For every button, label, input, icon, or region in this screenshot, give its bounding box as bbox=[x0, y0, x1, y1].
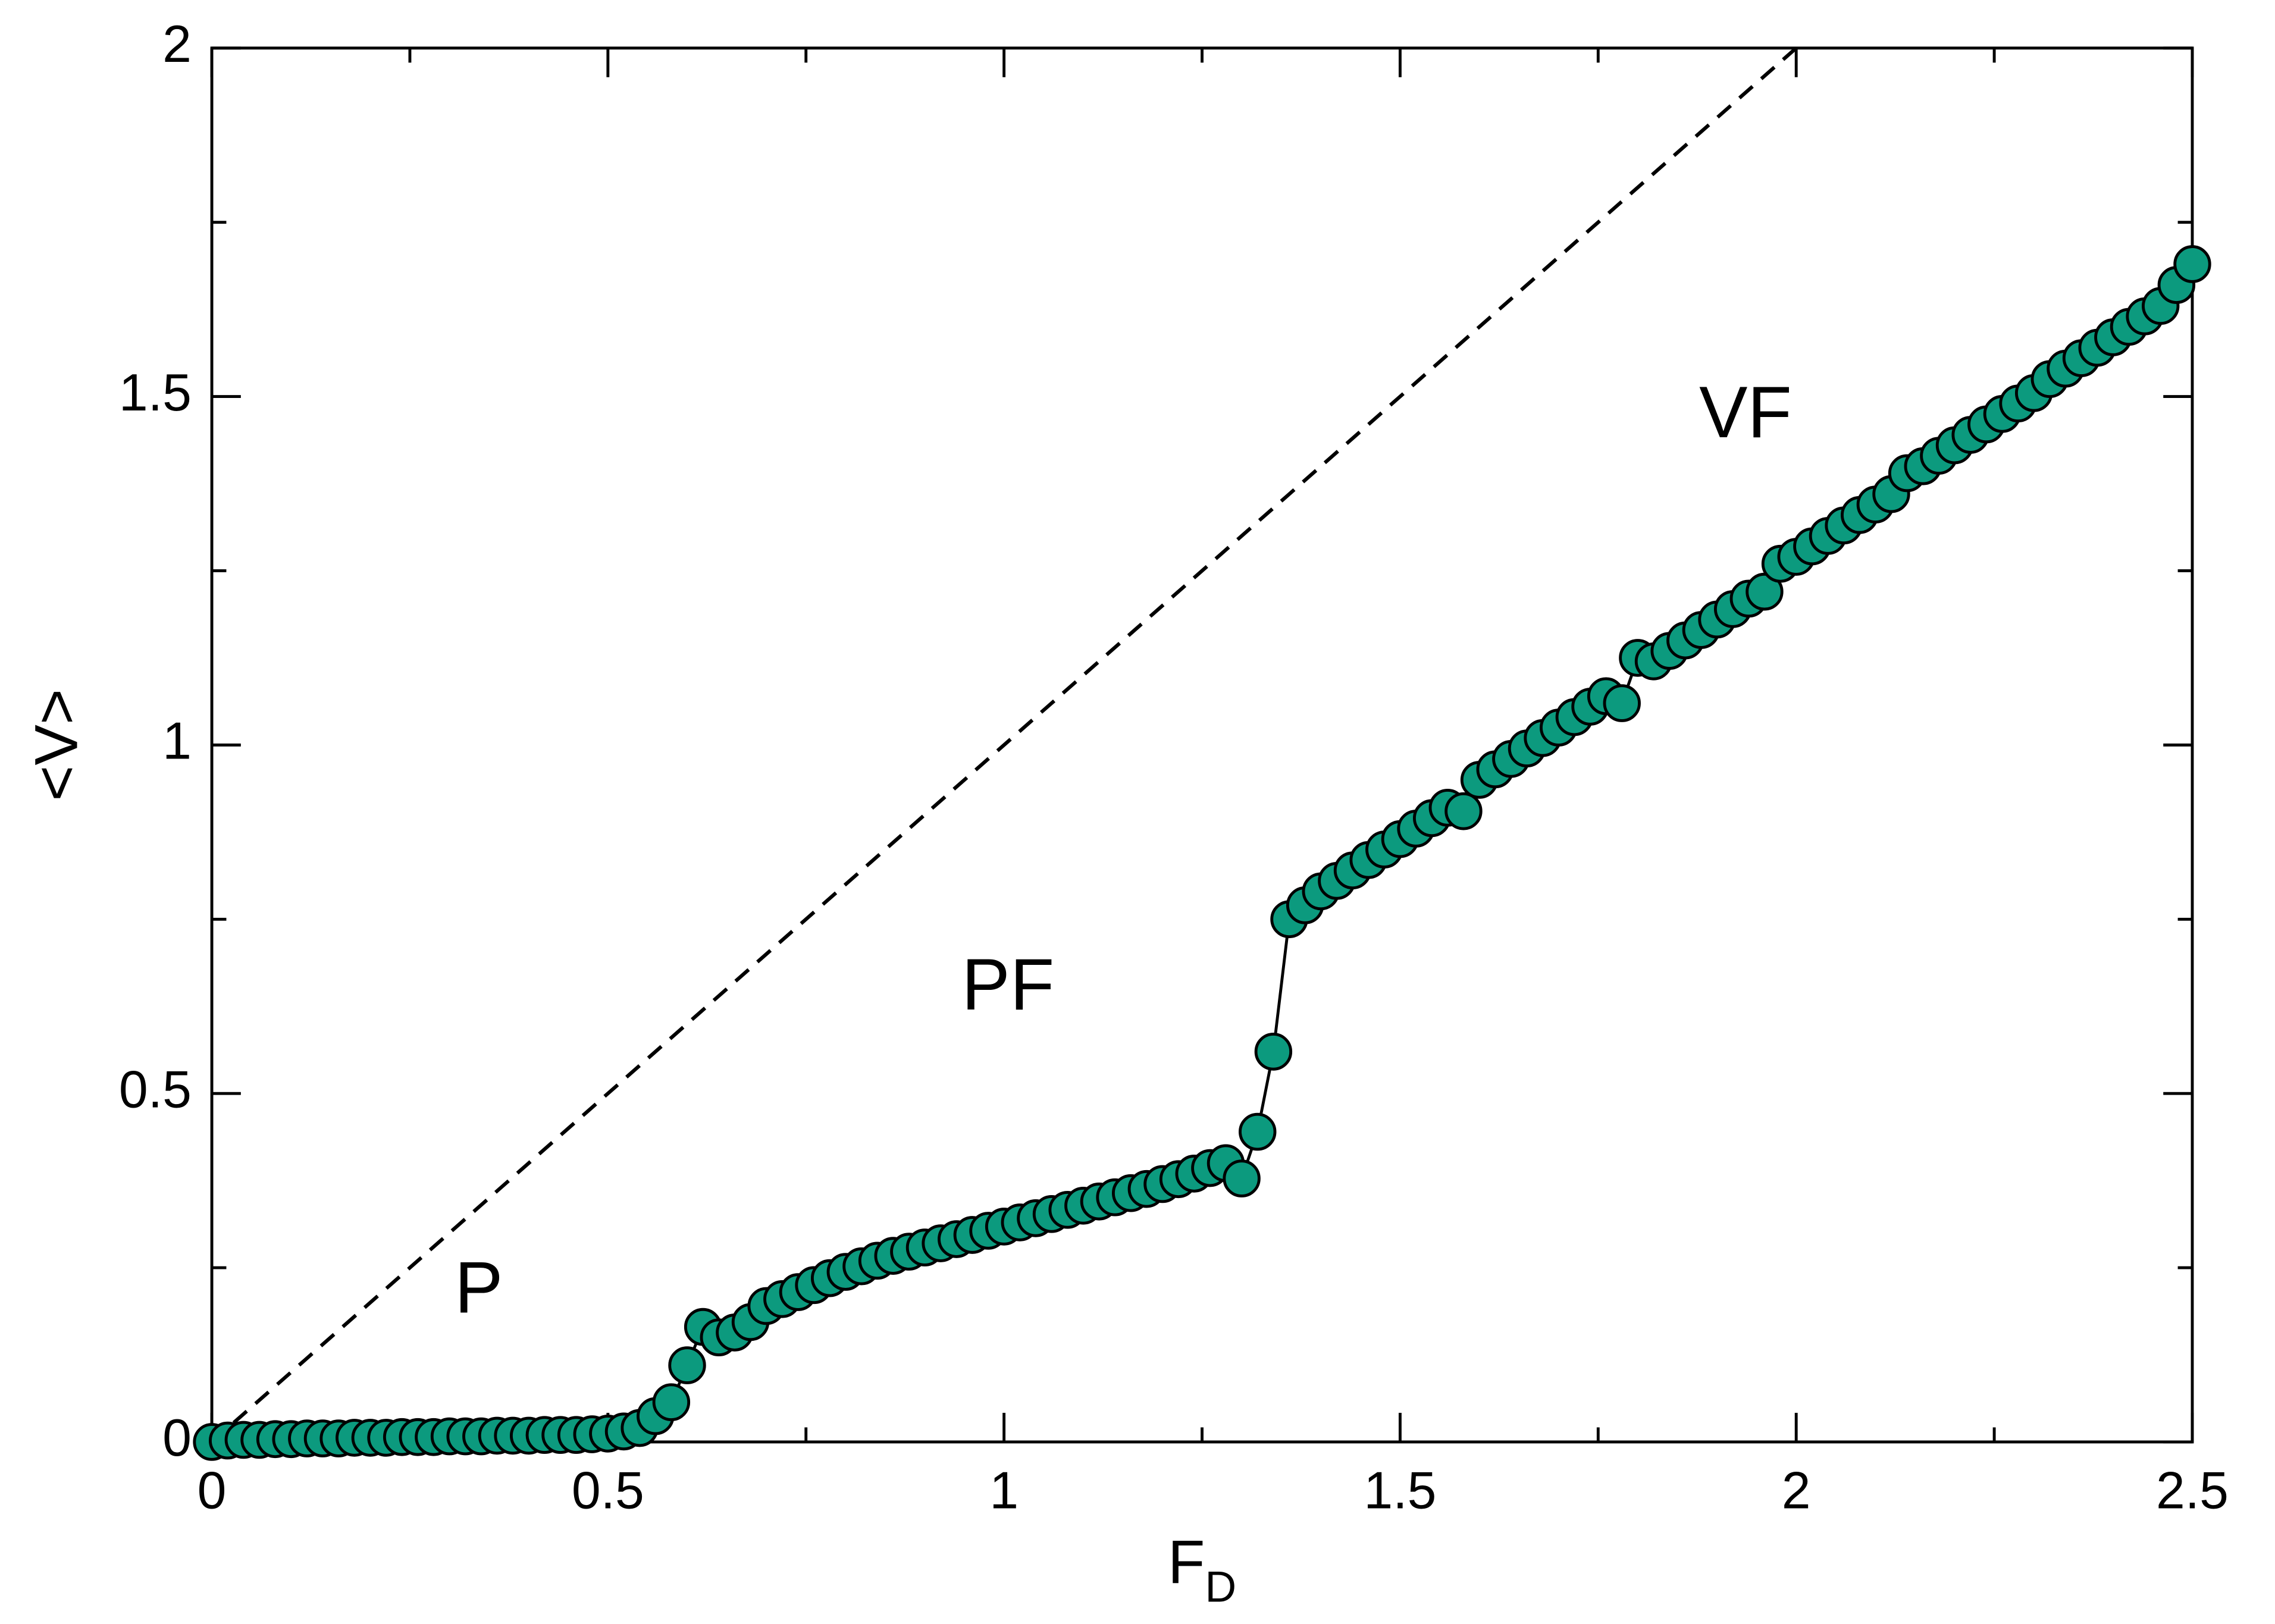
y-tick-label: 1 bbox=[162, 711, 192, 770]
data-point bbox=[1223, 1159, 1261, 1197]
y-tick-label: 1.5 bbox=[119, 363, 192, 422]
x-tick-label: 0.5 bbox=[572, 1460, 644, 1519]
y-tick-label: 0 bbox=[162, 1408, 192, 1467]
plot-frame bbox=[210, 46, 2194, 1444]
data-point bbox=[1746, 572, 1784, 611]
x-tick-label: 1.5 bbox=[1364, 1460, 1436, 1519]
annotation: VF bbox=[1699, 371, 1792, 453]
annotation: P bbox=[455, 1247, 503, 1328]
data-point bbox=[2173, 245, 2211, 283]
data-point bbox=[652, 1383, 691, 1421]
data-point bbox=[1444, 792, 1483, 830]
y-tick-label: 0.5 bbox=[119, 1059, 192, 1118]
x-axis-label: FD bbox=[1168, 1528, 1236, 1612]
series-line bbox=[211, 263, 2193, 1444]
data-point bbox=[1239, 1112, 1277, 1151]
x-axis-label-subscript: D bbox=[1205, 1563, 1236, 1612]
x-tick-label: 2 bbox=[1782, 1460, 1811, 1519]
x-tick-label: 2.5 bbox=[2156, 1460, 2229, 1519]
annotation: PF bbox=[961, 943, 1054, 1025]
data-point bbox=[1254, 1033, 1293, 1071]
data-point bbox=[1603, 684, 1641, 722]
x-axis-label-base: F bbox=[1168, 1528, 1205, 1596]
x-tick-label: 0 bbox=[198, 1460, 227, 1519]
y-axis-label: <V> bbox=[22, 689, 90, 801]
x-tick-label: 1 bbox=[989, 1460, 1019, 1519]
y-tick-label: 2 bbox=[162, 14, 192, 73]
reference-line bbox=[211, 46, 1798, 1444]
data-point bbox=[668, 1346, 706, 1384]
